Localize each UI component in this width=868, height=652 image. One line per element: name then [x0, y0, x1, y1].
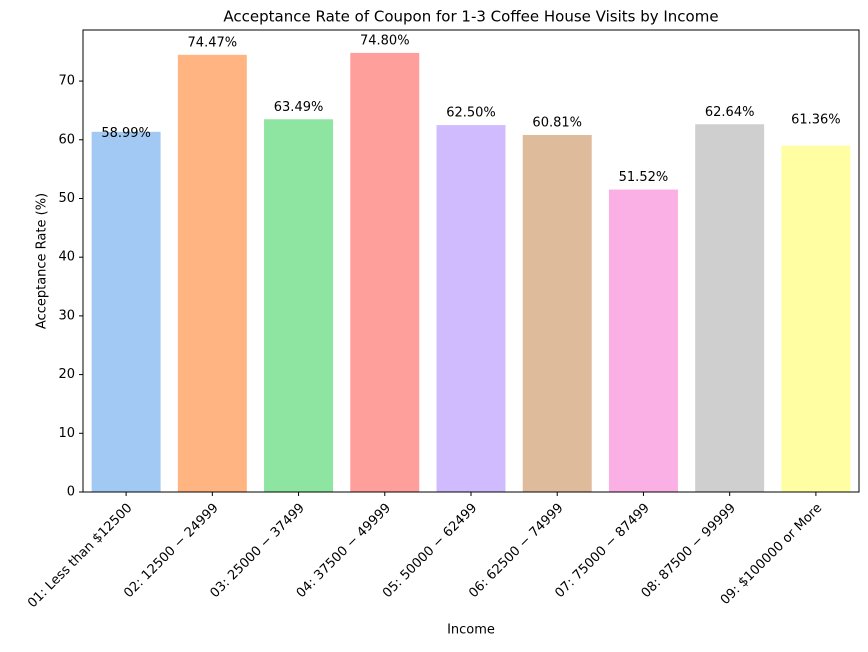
data-label: 51.52% [619, 170, 669, 185]
y-tick-label: 30 [58, 308, 75, 323]
x-tick-label: 07: 75000 − 87499 [552, 501, 652, 601]
bar [608, 189, 678, 492]
y-tick-label: 0 [67, 485, 75, 500]
x-axis-label: Income [447, 623, 495, 638]
y-tick-label: 10 [58, 426, 75, 441]
x-tick-label: 05: 50000 − 62499 [380, 501, 480, 601]
x-tick-label: 01: Less than $12500 [25, 501, 135, 611]
bar [264, 119, 334, 492]
bar [350, 52, 420, 493]
bar [436, 125, 506, 493]
y-tick-label: 50 [58, 191, 75, 206]
data-label: 74.47% [188, 35, 238, 50]
x-tick-label: 03: 25000 − 37499 [208, 501, 308, 601]
x-tick-label: 09: $100000 or More [718, 501, 825, 608]
data-label: 60.81% [532, 116, 582, 131]
y-tick-label: 20 [58, 367, 75, 382]
bar [695, 124, 765, 492]
x-tick-label: 02: 12500 − 24999 [121, 501, 221, 601]
x-tick-label: 06: 62500 − 74999 [466, 501, 566, 601]
data-label: 62.50% [446, 106, 496, 121]
data-label: 61.36% [791, 112, 841, 127]
data-label: 63.49% [274, 100, 324, 115]
chart-title: Acceptance Rate of Coupon for 1-3 Coffee… [223, 8, 718, 26]
data-label: 62.64% [705, 105, 755, 120]
data-label: 74.80% [360, 33, 410, 48]
x-tick-label: 08: 87500 − 99999 [639, 501, 739, 601]
bar [781, 145, 851, 493]
y-tick-label: 70 [58, 74, 75, 89]
data-label: 58.99% [101, 126, 151, 141]
y-axis-label: Acceptance Rate (%) [35, 193, 50, 329]
bar [177, 54, 247, 493]
y-tick-label: 40 [58, 250, 75, 265]
y-tick-label: 60 [58, 132, 75, 147]
bar [91, 131, 161, 492]
x-tick-label: 04: 37500 − 49999 [294, 501, 394, 601]
bar [522, 135, 592, 492]
plot-frame [82, 29, 860, 493]
